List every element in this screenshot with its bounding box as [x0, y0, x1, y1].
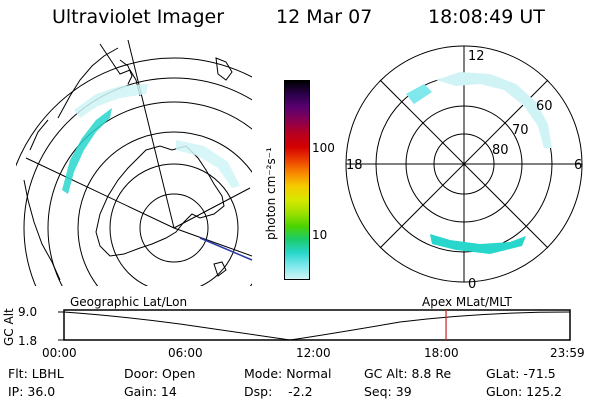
x-tick-1800: 18:00: [424, 346, 459, 360]
geographic-map-panel: [16, 40, 253, 286]
mlt-label-6: 6: [574, 158, 582, 173]
filter-readout: Flt: LBHL: [8, 366, 64, 381]
colorbar-unit-label: photon cm⁻²s⁻¹: [264, 147, 278, 240]
latitude-circle: [23, 77, 252, 286]
colorbar: [284, 80, 310, 280]
y-tick-label-9: 9.0: [18, 305, 37, 319]
mlat-label-80: 80: [492, 143, 509, 158]
door-readout: Door: Open: [124, 366, 196, 381]
altitude-curve: [63, 311, 571, 341]
glon-readout: GLon: 125.2: [486, 384, 562, 399]
time-readout: 18:08:49 UT: [428, 6, 545, 28]
ip-readout: IP: 36.0: [8, 384, 56, 399]
mlat-label-70: 70: [512, 123, 529, 138]
x-tick-0600: 06:00: [168, 346, 203, 360]
gain-readout: Gain: 14: [124, 384, 177, 399]
colorbar-gradient: [285, 81, 309, 279]
colorbar-tick-100: 100: [312, 141, 335, 155]
x-tick-1200: 12:00: [296, 346, 331, 360]
mlt-line-diagonal: [379, 79, 549, 249]
gc-alt-readout: GC Alt: 8.8 Re: [364, 366, 452, 381]
satellite-track: [199, 237, 253, 261]
date-readout: 12 Mar 07: [276, 6, 373, 28]
polar-panel-label: Apex MLat/MLT: [422, 295, 512, 309]
latitude-circle: [139, 193, 209, 263]
island-outline: [213, 57, 233, 277]
latitude-circle: [109, 163, 239, 286]
latitude-circle: [77, 131, 252, 286]
mlt-label-0: 0: [468, 277, 476, 292]
y-axis-label: GC Alt: [2, 308, 16, 346]
x-tick-0000: 00:00: [42, 346, 77, 360]
longitude-line: [173, 227, 252, 257]
geo-panel-label: Geographic Lat/Lon: [70, 295, 188, 309]
longitude-line: [25, 157, 175, 229]
aurora-emission: [62, 84, 240, 194]
latitude-circle: [16, 57, 252, 167]
magnetic-polar-panel: 12 18 6 0 60 70 80: [345, 45, 583, 292]
seq-readout: Seq: 39: [364, 384, 412, 399]
y-tick-label-1-8: 1.8: [18, 334, 37, 348]
mlat-label-60: 60: [536, 99, 553, 114]
mlt-label-18: 18: [346, 158, 363, 173]
aurora-oval: [406, 72, 552, 254]
continent-outline: [95, 59, 225, 257]
x-tick-2359: 23:59: [550, 346, 585, 360]
altitude-timeline: 9.0 1.8 GC Alt: [2, 305, 571, 348]
glat-readout: GLat: -71.5: [486, 366, 556, 381]
longitude-line: [173, 187, 251, 229]
app-title: Ultraviolet Imager: [52, 6, 225, 28]
coastline: [23, 43, 141, 281]
dsp-readout: Dsp: -2.2: [244, 384, 313, 399]
colorbar-tick-10: 10: [312, 228, 328, 242]
longitude-line: [127, 40, 175, 229]
latitude-circle: [47, 101, 252, 286]
timeline-frame: [63, 309, 571, 341]
mode-readout: Mode: Normal: [244, 366, 332, 381]
mlt-label-12: 12: [468, 49, 485, 64]
